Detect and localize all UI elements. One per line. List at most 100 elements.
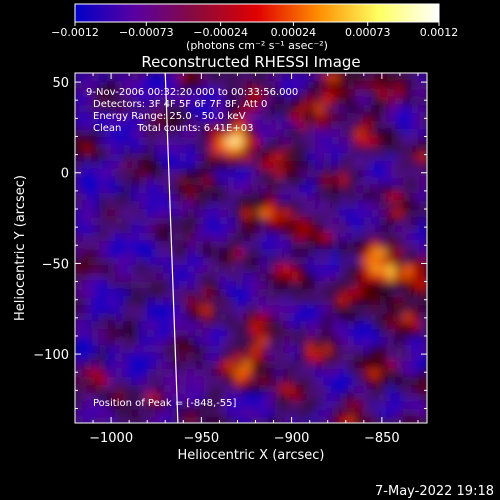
heatmap-cell: [179, 129, 188, 138]
heatmap-cell: [363, 153, 372, 162]
heatmap-cell: [363, 193, 372, 202]
heatmap-cell: [291, 177, 300, 186]
heatmap-cell: [267, 201, 276, 210]
heatmap-cell: [219, 329, 228, 338]
heatmap-cell: [179, 201, 188, 210]
heatmap-cell: [379, 361, 388, 370]
heatmap-cell: [275, 273, 284, 282]
heatmap-cell: [163, 249, 172, 258]
heatmap-cell: [203, 321, 212, 330]
heatmap-cell: [411, 201, 420, 210]
heatmap-cell: [379, 337, 388, 346]
heatmap-cell: [363, 137, 372, 146]
heatmap-cell: [347, 89, 356, 98]
heatmap-cell: [307, 281, 316, 290]
heatmap-cell: [235, 193, 244, 202]
heatmap-cell: [179, 121, 188, 130]
heatmap-cell: [299, 225, 308, 234]
heatmap-cell: [395, 97, 404, 106]
heatmap-cell: [299, 233, 308, 242]
heatmap-cell: [75, 113, 84, 122]
heatmap-cell: [99, 393, 108, 402]
heatmap-cell: [75, 401, 84, 410]
heatmap-cell: [75, 385, 84, 394]
heatmap-cell: [107, 273, 116, 282]
heatmap-cell: [347, 305, 356, 314]
heatmap-cell: [339, 345, 348, 354]
heatmap-cell: [139, 241, 148, 250]
heatmap-cell: [203, 81, 212, 90]
heatmap-cell: [411, 129, 420, 138]
heatmap-cell: [403, 329, 412, 338]
heatmap-cell: [219, 281, 228, 290]
heatmap-cell: [315, 281, 324, 290]
heatmap-cell: [259, 313, 268, 322]
heatmap-cell: [379, 169, 388, 178]
heatmap-cell: [259, 305, 268, 314]
heatmap-cell: [307, 369, 316, 378]
heatmap-cell: [83, 265, 92, 274]
heatmap-cell: [355, 81, 364, 90]
heatmap-cell: [187, 353, 196, 362]
heatmap-cell: [291, 169, 300, 178]
heatmap-cell: [339, 209, 348, 218]
heatmap-cell: [275, 153, 284, 162]
heatmap-cell: [227, 297, 236, 306]
heatmap-cell: [91, 305, 100, 314]
heatmap-cell: [91, 233, 100, 242]
heatmap-cell: [395, 345, 404, 354]
heatmap-cell: [403, 217, 412, 226]
heatmap-cell: [347, 313, 356, 322]
heatmap-cell: [99, 361, 108, 370]
heatmap-cell: [395, 289, 404, 298]
heatmap-cell: [147, 305, 156, 314]
heatmap-cell: [387, 129, 396, 138]
heatmap-cell: [75, 97, 84, 106]
heatmap-cell: [155, 369, 164, 378]
heatmap-cell: [267, 137, 276, 146]
heatmap-cell: [307, 97, 316, 106]
heatmap-cell: [139, 113, 148, 122]
heatmap-cell: [83, 417, 92, 423]
heatmap-cell: [403, 89, 412, 98]
heatmap-cell: [347, 385, 356, 394]
heatmap-cell: [259, 401, 268, 410]
heatmap-cell: [347, 337, 356, 346]
heatmap-cell: [363, 233, 372, 242]
heatmap-cell: [227, 313, 236, 322]
heatmap-cell: [131, 121, 140, 130]
heatmap-cell: [355, 145, 364, 154]
heatmap-cell: [203, 177, 212, 186]
heatmap-cell: [259, 273, 268, 282]
heatmap-cell: [259, 385, 268, 394]
heatmap-cell: [347, 97, 356, 106]
heatmap-cell: [75, 201, 84, 210]
heatmap-cell: [315, 313, 324, 322]
heatmap-cell: [83, 97, 92, 106]
heatmap-cell: [171, 73, 180, 82]
heatmap-cell: [115, 361, 124, 370]
heatmap-cell: [171, 393, 180, 402]
heatmap-cell: [195, 201, 204, 210]
heatmap-cell: [267, 217, 276, 226]
heatmap-cell: [187, 257, 196, 266]
heatmap-cell: [195, 121, 204, 130]
heatmap-cell: [371, 385, 380, 394]
heatmap-cell: [251, 369, 260, 378]
heatmap-cell: [283, 113, 292, 122]
heatmap-cell: [219, 417, 228, 423]
heatmap-cell: [219, 345, 228, 354]
heatmap-cell: [355, 97, 364, 106]
heatmap-cell: [123, 257, 132, 266]
heatmap-cell: [187, 233, 196, 242]
heatmap-cell: [83, 73, 92, 82]
heatmap-cell: [379, 129, 388, 138]
heatmap-cell: [315, 129, 324, 138]
heatmap-cell: [275, 345, 284, 354]
heatmap-cell: [131, 401, 140, 410]
heatmap-cell: [403, 233, 412, 242]
heatmap-cell: [395, 129, 404, 138]
heatmap-cell: [251, 409, 260, 418]
heatmap-cell: [347, 225, 356, 234]
heatmap-cell: [259, 265, 268, 274]
